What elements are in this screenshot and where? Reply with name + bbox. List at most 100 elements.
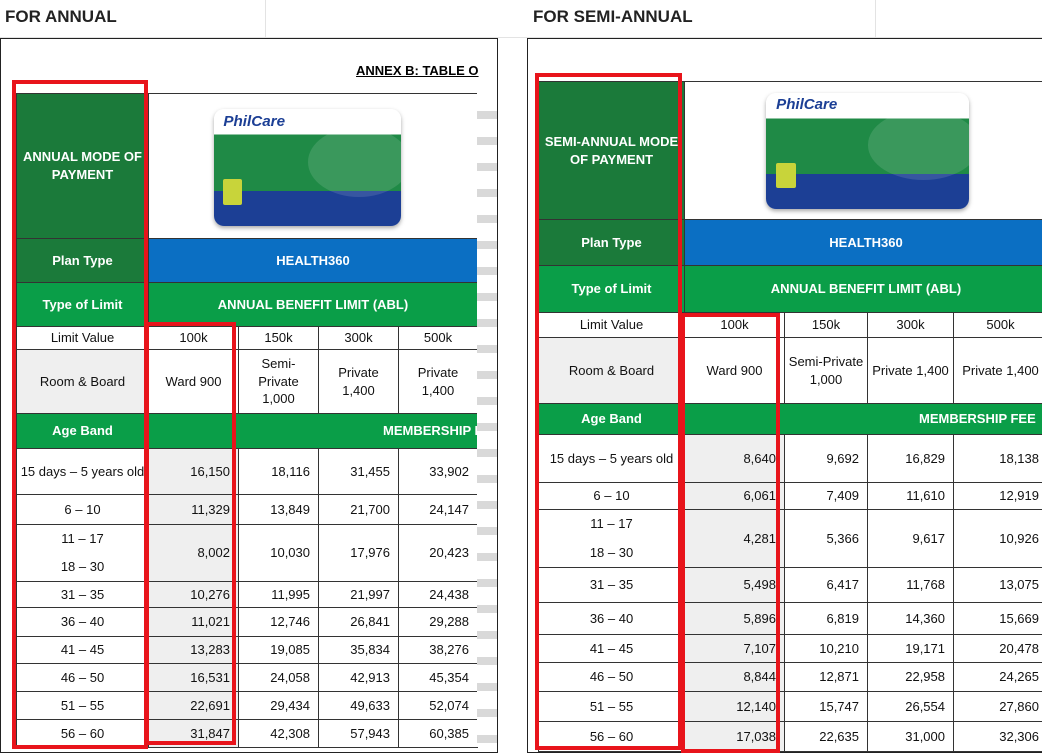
panel: ANNEX B: TABLE O ANNUAL MODE OF PAYMENT Ph… bbox=[0, 38, 498, 753]
cut-column bbox=[477, 93, 497, 747]
room-board: Semi-Private 1,000 bbox=[238, 349, 319, 414]
fee: 57,943 bbox=[318, 719, 399, 748]
age-band: 18 – 30 bbox=[589, 544, 634, 560]
sheet-gridline bbox=[875, 0, 876, 37]
fee: 5,896 bbox=[684, 602, 785, 635]
fee: 49,633 bbox=[318, 691, 399, 720]
fee: 22,958 bbox=[867, 662, 954, 692]
fee: 21,997 bbox=[318, 581, 399, 608]
limit-type: ANNUAL BENEFIT LIMIT (ABL) bbox=[684, 265, 1042, 313]
fee: 7,107 bbox=[684, 634, 785, 663]
fee: 31,847 bbox=[148, 719, 239, 748]
fee: 5,498 bbox=[684, 567, 785, 603]
fee: 16,829 bbox=[867, 434, 954, 483]
fee: 19,171 bbox=[867, 634, 954, 663]
age-band-label: Age Band bbox=[16, 413, 149, 449]
fee: 12,871 bbox=[784, 662, 868, 692]
fee: 42,308 bbox=[238, 719, 319, 748]
room-board: Semi-Private 1,000 bbox=[784, 337, 868, 404]
limit-value: 100k bbox=[684, 312, 785, 338]
limit-type: ANNUAL BENEFIT LIMIT (ABL) bbox=[148, 282, 478, 327]
card-image: PhilCare bbox=[766, 93, 969, 209]
card-chip bbox=[776, 162, 797, 189]
fee: 11,021 bbox=[148, 607, 239, 637]
limit-value: 300k bbox=[318, 326, 399, 350]
plan-type-label: Plan Type bbox=[16, 238, 149, 283]
room-board: Private 1,400 bbox=[953, 337, 1042, 404]
age-band: 51 – 55 bbox=[589, 698, 634, 714]
fee: 24,147 bbox=[398, 494, 478, 525]
plan-type: HEALTH360 bbox=[684, 219, 1042, 266]
mode-label: ANNUAL MODE OF PAYMENT bbox=[16, 93, 149, 239]
room-board: Ward 900 bbox=[684, 337, 785, 404]
fee: 10,030 bbox=[238, 524, 319, 582]
limit-value: 500k bbox=[398, 326, 478, 350]
fee: 27,860 bbox=[953, 691, 1042, 722]
limit-value-label: Limit Value bbox=[16, 326, 149, 350]
fee: 8,640 bbox=[684, 434, 785, 483]
age-band: 41 – 45 bbox=[60, 642, 105, 658]
plan-type-label: Plan Type bbox=[538, 219, 685, 266]
age-cell: 15 days – 5 years old bbox=[16, 448, 149, 495]
age-band: 31 – 35 bbox=[589, 577, 634, 593]
fee: 11,995 bbox=[238, 581, 319, 608]
age-band: 56 – 60 bbox=[589, 728, 634, 744]
fee: 17,976 bbox=[318, 524, 399, 582]
fee: 15,747 bbox=[784, 691, 868, 722]
fee: 5,366 bbox=[784, 509, 868, 568]
fee: 22,691 bbox=[148, 691, 239, 720]
fee: 42,913 bbox=[318, 663, 399, 692]
card-swoosh bbox=[867, 110, 969, 180]
age-cell: 41 – 45 bbox=[16, 636, 149, 664]
fee: 18,116 bbox=[238, 448, 319, 495]
age-band: 15 days – 5 years old bbox=[20, 463, 145, 479]
age-band: 36 – 40 bbox=[589, 610, 634, 626]
fee: 35,834 bbox=[318, 636, 399, 664]
fee: 14,360 bbox=[867, 602, 954, 635]
fee: 13,849 bbox=[238, 494, 319, 525]
age-band: 31 – 35 bbox=[60, 586, 105, 602]
card-image: PhilCare bbox=[214, 109, 401, 226]
fee: 6,819 bbox=[784, 602, 868, 635]
fee: 31,455 bbox=[318, 448, 399, 495]
room-board: Private 1,400 bbox=[398, 349, 478, 414]
mode-label: SEMI-ANNUAL MODE OF PAYMENT bbox=[538, 81, 685, 220]
age-band: 18 – 30 bbox=[60, 559, 105, 575]
fee: 9,692 bbox=[784, 434, 868, 483]
fee: 29,434 bbox=[238, 691, 319, 720]
age-cell: 11 – 17 18 – 30 bbox=[538, 509, 685, 568]
fee: 6,061 bbox=[684, 482, 785, 510]
limit-value: 150k bbox=[784, 312, 868, 338]
room-board: Private 1,400 bbox=[318, 349, 399, 414]
age-cell: 11 – 17 18 – 30 bbox=[16, 524, 149, 582]
age-band: 6 – 10 bbox=[64, 501, 101, 517]
heading: FOR ANNUAL bbox=[5, 7, 117, 26]
fee: 21,700 bbox=[318, 494, 399, 525]
fee: 38,276 bbox=[398, 636, 478, 664]
age-band-label: Age Band bbox=[538, 403, 685, 435]
age-cell: 6 – 10 bbox=[16, 494, 149, 525]
fee: 7,409 bbox=[784, 482, 868, 510]
fee: 16,150 bbox=[148, 448, 239, 495]
fee: 26,841 bbox=[318, 607, 399, 637]
age-cell: 6 – 10 bbox=[538, 482, 685, 510]
fee: 52,074 bbox=[398, 691, 478, 720]
fee: 4,281 bbox=[684, 509, 785, 568]
age-cell: 56 – 60 bbox=[16, 719, 149, 748]
fee: 24,438 bbox=[398, 581, 478, 608]
age-cell: 46 – 50 bbox=[16, 663, 149, 692]
room-board: Ward 900 bbox=[148, 349, 239, 414]
fee: 60,385 bbox=[398, 719, 478, 748]
fee: 29,288 bbox=[398, 607, 478, 637]
fee: 24,265 bbox=[953, 662, 1042, 692]
fee: 10,210 bbox=[784, 634, 868, 663]
age-cell: 15 days – 5 years old bbox=[538, 434, 685, 483]
fee: 18,138 bbox=[953, 434, 1042, 483]
limit-value-label: Limit Value bbox=[538, 312, 685, 338]
plan-type: HEALTH360 bbox=[148, 238, 478, 283]
heading: FOR SEMI-ANNUAL bbox=[533, 7, 693, 26]
age-cell: 36 – 40 bbox=[16, 607, 149, 637]
limit-value: 300k bbox=[867, 312, 954, 338]
card-brand: PhilCare bbox=[223, 112, 286, 130]
age-band: 6 – 10 bbox=[593, 488, 630, 504]
